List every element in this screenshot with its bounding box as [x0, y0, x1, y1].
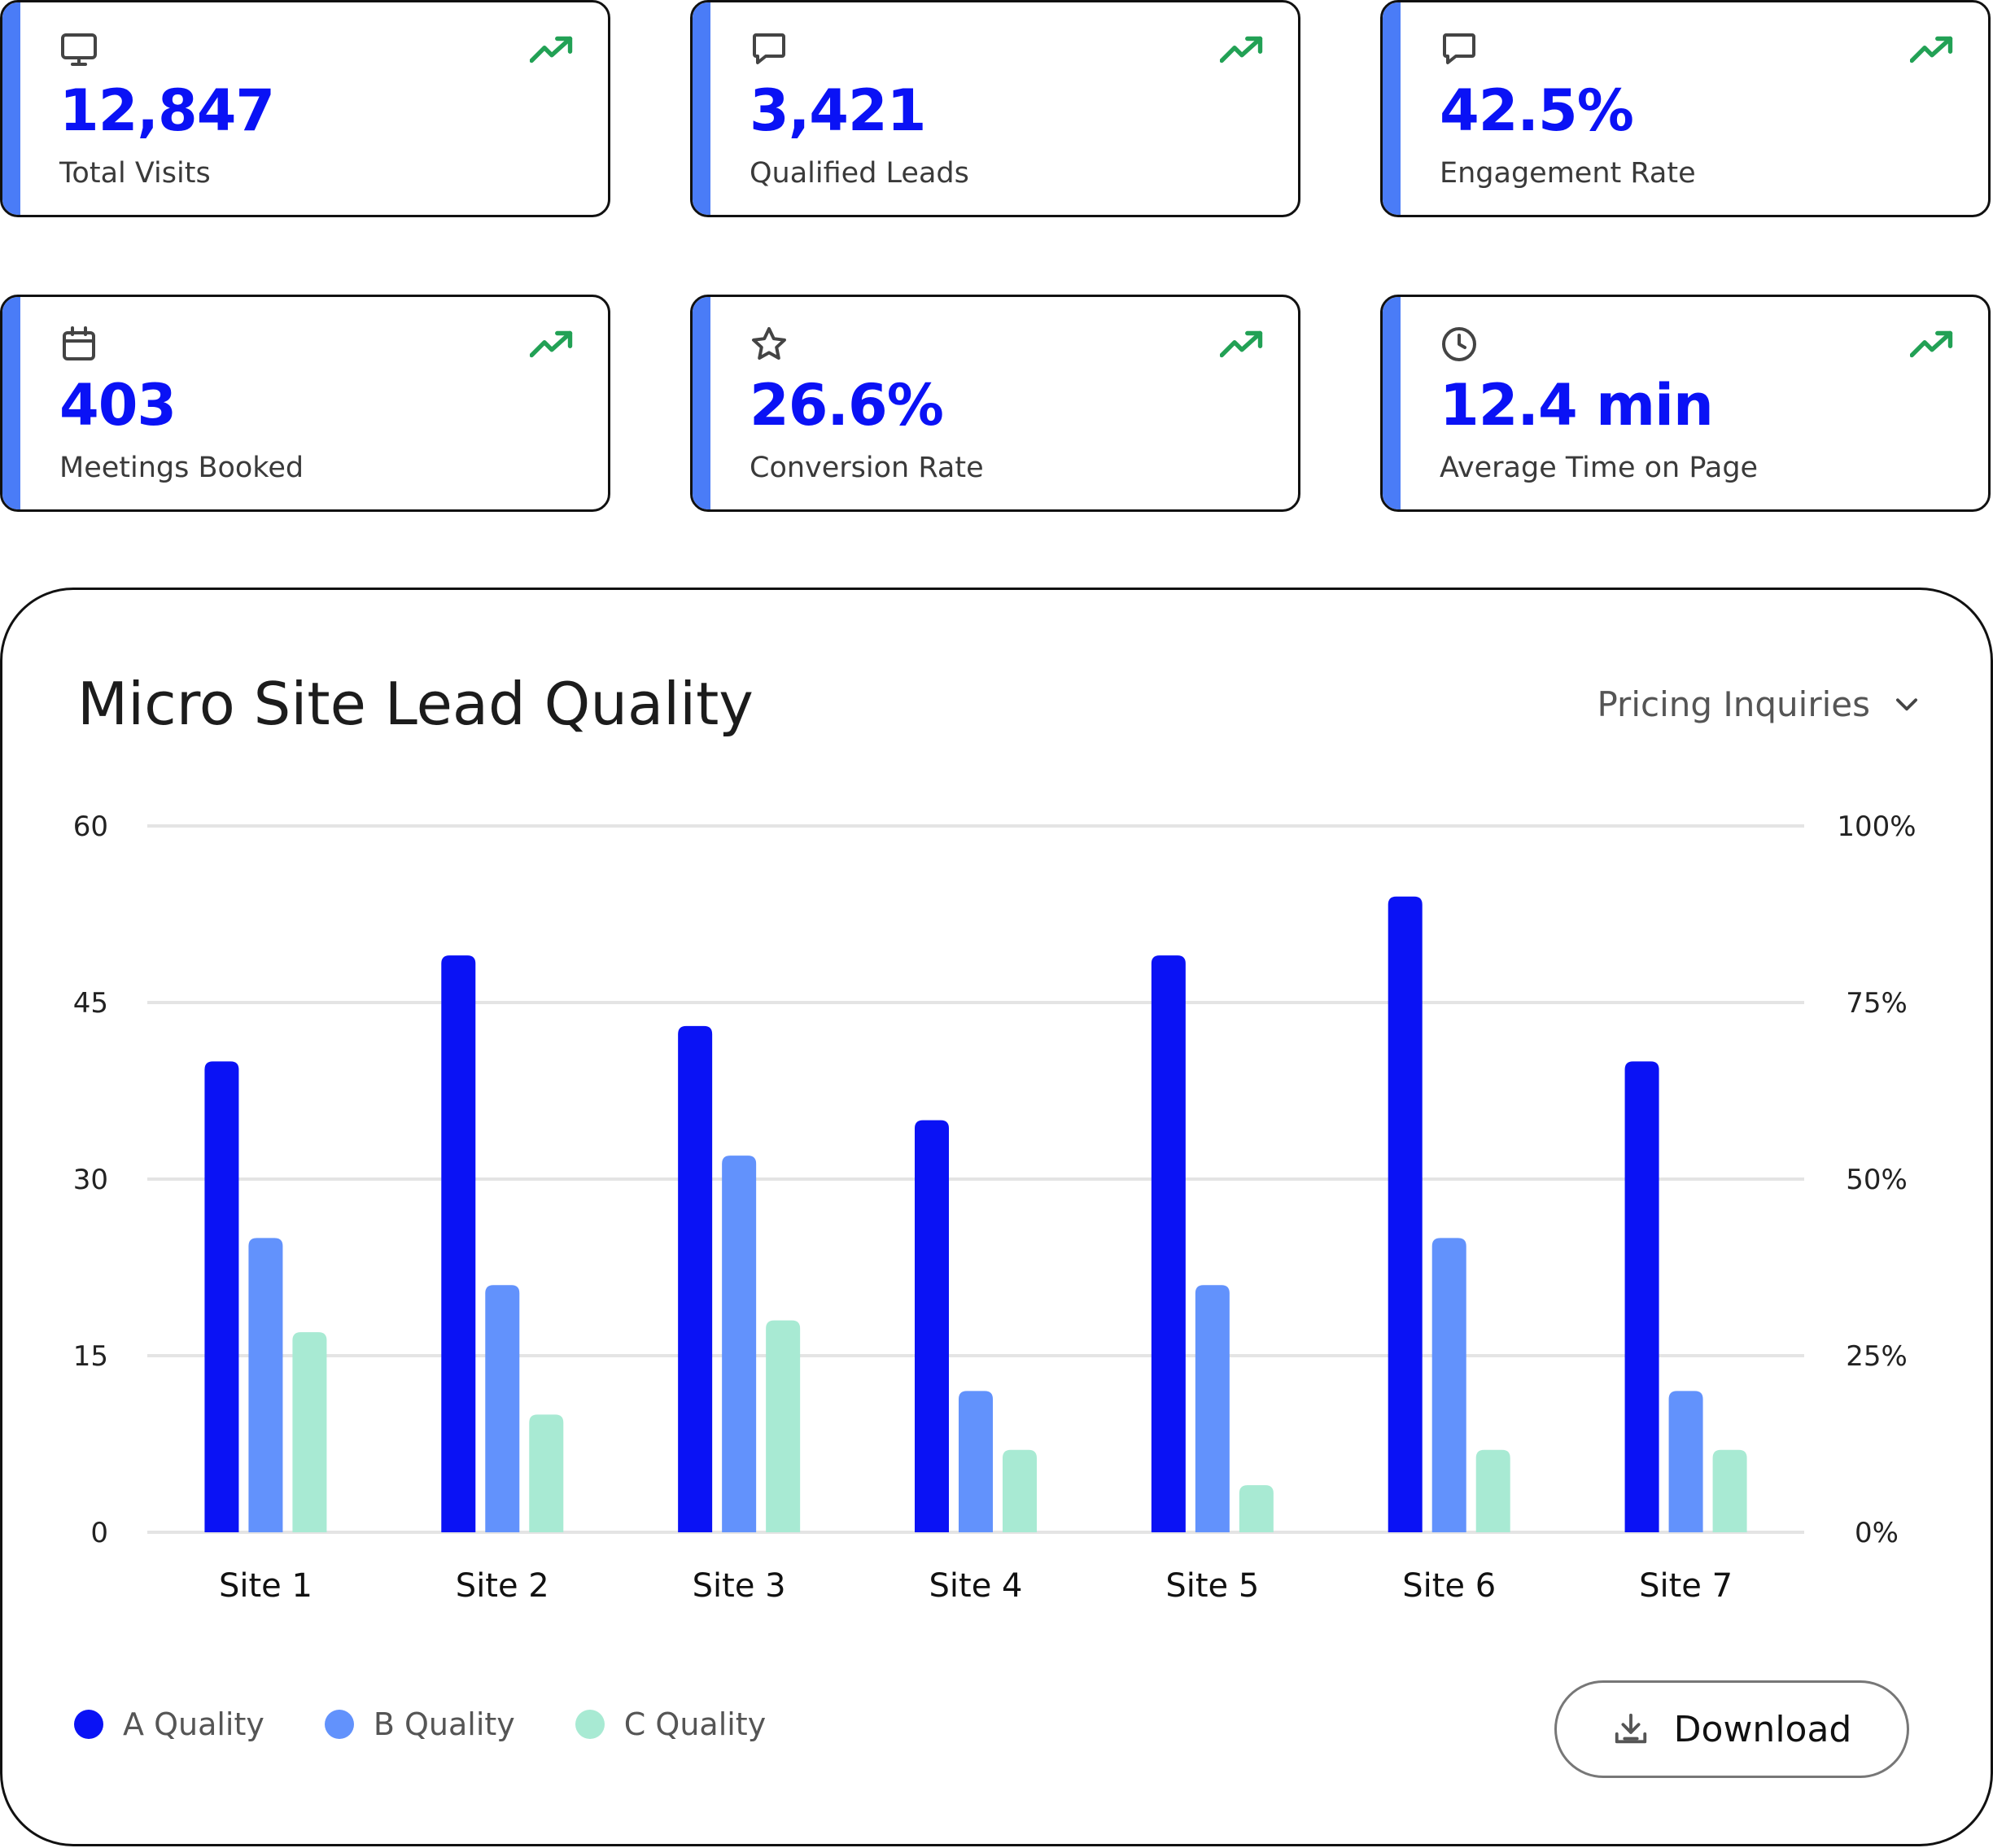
- trending-up-icon: [1220, 36, 1263, 63]
- kpi-label: Engagement Rate: [1440, 157, 1696, 190]
- kpi-label: Meetings Booked: [59, 452, 304, 484]
- bar-c-quality: [1239, 1485, 1274, 1532]
- bar-c-quality: [766, 1320, 801, 1532]
- y-tick-label: 15: [73, 1340, 108, 1373]
- y-tick-label: 45: [73, 987, 108, 1020]
- bar-c-quality: [1712, 1449, 1747, 1532]
- legend-label: A Quality: [123, 1706, 264, 1742]
- pricing-filter-dropdown[interactable]: Pricing Inquiries: [1597, 679, 1922, 728]
- y-tick-label: 60: [73, 810, 108, 843]
- kpi-label: Qualified Leads: [750, 157, 969, 190]
- bar-a-quality: [1151, 955, 1186, 1532]
- kpi-card-total-visits: 12,847 Total Visits: [0, 0, 610, 217]
- bar-c-quality: [1003, 1449, 1037, 1532]
- bar-chart: 0 0% 15 25% 30 50% 45 75% 60 100% Site 1 Site 2 Site…: [73, 810, 1917, 1605]
- legend-swatch-b: [324, 1710, 354, 1739]
- y-tick-label: 30: [73, 1164, 108, 1196]
- legend-swatch-c: [575, 1710, 605, 1739]
- trending-up-icon: [530, 330, 573, 358]
- chat-bubble-icon: [1443, 33, 1475, 64]
- y2-tick-label: 0%: [1855, 1517, 1899, 1549]
- download-button[interactable]: Download: [1554, 1680, 1909, 1778]
- bar-c-quality: [292, 1332, 327, 1532]
- chevron-down-icon: [1896, 698, 1917, 711]
- bar-c-quality: [529, 1414, 564, 1532]
- kpi-value: 12.4 min: [1440, 372, 1714, 439]
- x-tick-label: Site 3: [693, 1567, 786, 1605]
- bar-b-quality: [1668, 1391, 1703, 1532]
- kpi-card-conversion-rate: 26.6% Conversion Rate: [690, 295, 1300, 512]
- x-tick-label: Site 5: [1165, 1567, 1259, 1605]
- bar-a-quality: [441, 955, 476, 1532]
- legend-item-a-quality[interactable]: A Quality: [74, 1706, 264, 1742]
- clock-icon: [1442, 327, 1476, 361]
- kpi-value: 42.5%: [1440, 77, 1634, 144]
- chart-panel: Micro Site Lead Quality Pricing Inquirie…: [0, 588, 1993, 1846]
- kpi-value: 26.6%: [750, 372, 944, 439]
- y-tick-label: 0: [90, 1517, 108, 1549]
- card-accent-bar: [1383, 297, 1401, 509]
- trending-up-icon: [1220, 330, 1263, 358]
- star-icon: [752, 327, 786, 360]
- chart-legend: A Quality B Quality C Quality: [74, 1706, 766, 1742]
- bar-b-quality: [722, 1156, 757, 1532]
- x-tick-label: Site 2: [456, 1567, 549, 1605]
- card-accent-bar: [2, 297, 20, 509]
- legend-swatch-a: [74, 1710, 103, 1739]
- legend-label: C Quality: [623, 1706, 767, 1742]
- kpi-label: Average Time on Page: [1440, 452, 1759, 484]
- bar-c-quality: [1475, 1449, 1510, 1532]
- calendar-icon: [63, 326, 95, 360]
- kpi-value: 403: [59, 372, 177, 439]
- bar-a-quality: [1624, 1061, 1659, 1532]
- dropdown-label: Pricing Inquiries: [1597, 684, 1870, 724]
- kpi-value: 12,847: [59, 77, 275, 144]
- download-label: Download: [1673, 1708, 1852, 1750]
- x-tick-label: Site 4: [929, 1567, 1023, 1605]
- trending-up-icon: [530, 36, 573, 63]
- card-accent-bar: [1383, 2, 1401, 215]
- legend-label: B Quality: [373, 1706, 515, 1742]
- kpi-card-engagement-rate: 42.5% Engagement Rate: [1380, 0, 1991, 217]
- y2-tick-label: 50%: [1846, 1164, 1908, 1196]
- bar-b-quality: [1195, 1285, 1230, 1532]
- y2-tick-label: 25%: [1846, 1340, 1908, 1373]
- card-accent-bar: [693, 2, 710, 215]
- kpi-card-meetings-booked: 403 Meetings Booked: [0, 295, 610, 512]
- kpi-card-qualified-leads: 3,421 Qualified Leads: [690, 0, 1300, 217]
- bar-b-quality: [248, 1238, 283, 1532]
- bar-a-quality: [678, 1025, 713, 1532]
- bar-a-quality: [1388, 896, 1423, 1532]
- x-tick-label: Site 1: [219, 1567, 312, 1605]
- legend-item-b-quality[interactable]: B Quality: [324, 1706, 515, 1742]
- download-icon: [1615, 1713, 1646, 1744]
- legend-item-c-quality[interactable]: C Quality: [575, 1706, 766, 1742]
- bar-b-quality: [959, 1391, 993, 1532]
- trending-up-icon: [1910, 330, 1953, 358]
- x-tick-label: Site 6: [1402, 1567, 1496, 1605]
- y2-tick-label: 75%: [1846, 987, 1908, 1020]
- card-accent-bar: [693, 297, 710, 509]
- monitor-icon: [61, 33, 97, 66]
- y2-tick-label: 100%: [1837, 810, 1916, 843]
- card-accent-bar: [2, 2, 20, 215]
- bar-b-quality: [1431, 1238, 1466, 1532]
- kpi-label: Conversion Rate: [750, 452, 984, 484]
- x-tick-label: Site 7: [1639, 1567, 1733, 1605]
- kpi-value: 3,421: [750, 77, 926, 144]
- bar-b-quality: [485, 1285, 520, 1532]
- kpi-card-average-time: 12.4 min Average Time on Page: [1380, 295, 1991, 512]
- kpi-label: Total Visits: [59, 157, 211, 190]
- trending-up-icon: [1910, 36, 1953, 63]
- chat-bubble-icon: [753, 33, 785, 64]
- chart-title: Micro Site Lead Quality: [77, 670, 754, 738]
- bar-a-quality: [204, 1061, 239, 1532]
- bar-a-quality: [915, 1120, 949, 1532]
